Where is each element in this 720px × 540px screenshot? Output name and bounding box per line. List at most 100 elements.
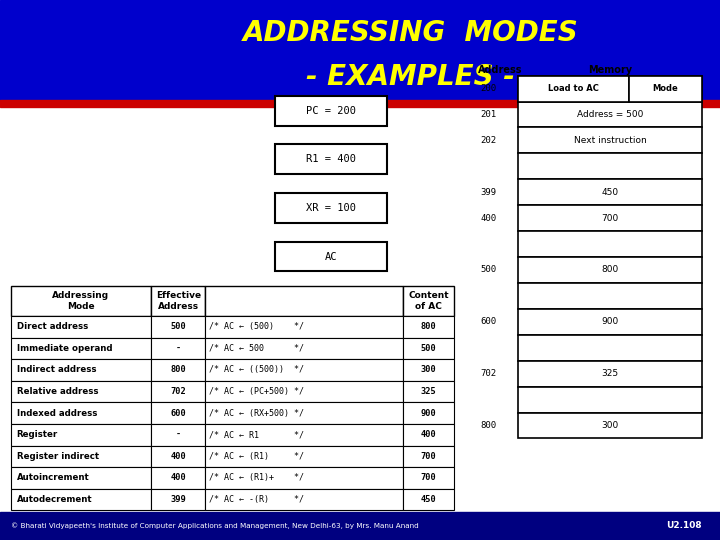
Bar: [11, 467, 151, 489]
Bar: [11, 359, 151, 381]
Text: 300: 300: [602, 421, 618, 430]
Text: 900: 900: [420, 409, 436, 417]
Text: 450: 450: [602, 188, 618, 197]
Bar: [151, 424, 205, 446]
Text: Register indirect: Register indirect: [17, 452, 99, 461]
Bar: [518, 335, 702, 361]
Bar: [205, 316, 403, 338]
Bar: [518, 179, 702, 205]
Bar: [403, 381, 454, 402]
Bar: [518, 127, 702, 153]
Text: Effective
Address: Effective Address: [156, 292, 201, 310]
Bar: [518, 76, 702, 102]
Bar: [403, 446, 454, 467]
Text: Indirect address: Indirect address: [17, 366, 96, 374]
Text: /* AC ← 500      */: /* AC ← 500 */: [209, 344, 319, 353]
Text: Immediate operand: Immediate operand: [17, 344, 112, 353]
Text: 500: 500: [420, 344, 436, 353]
Text: 200: 200: [481, 84, 497, 93]
Text: 700: 700: [420, 474, 436, 482]
Text: 700: 700: [420, 452, 436, 461]
Bar: [11, 446, 151, 467]
Bar: [11, 489, 151, 510]
Text: 702: 702: [481, 369, 497, 378]
Text: 800: 800: [171, 366, 186, 374]
Text: 400: 400: [171, 474, 186, 482]
Bar: [151, 359, 205, 381]
Text: Mode: Mode: [652, 84, 678, 93]
Text: Address = 500: Address = 500: [577, 110, 644, 119]
Bar: [403, 286, 454, 316]
Bar: [151, 402, 205, 424]
Text: Content
of AC: Content of AC: [408, 292, 449, 310]
Text: 800: 800: [420, 322, 436, 331]
Bar: [11, 286, 151, 316]
Bar: [403, 316, 454, 338]
Text: 800: 800: [481, 421, 497, 430]
Bar: [518, 283, 702, 309]
Text: 600: 600: [481, 318, 497, 326]
Text: 702: 702: [171, 387, 186, 396]
Bar: [518, 76, 629, 102]
Text: Address: Address: [478, 65, 523, 75]
Bar: [151, 381, 205, 402]
Bar: [403, 467, 454, 489]
Text: U2.108: U2.108: [667, 522, 702, 530]
Bar: [518, 413, 702, 438]
Bar: [518, 102, 702, 127]
Text: /* AC ← ((500))  */: /* AC ← ((500)) */: [209, 366, 319, 374]
Text: 800: 800: [602, 266, 618, 274]
Bar: [518, 205, 702, 231]
Text: 399: 399: [481, 188, 497, 197]
Text: 450: 450: [420, 495, 436, 504]
Bar: [629, 76, 702, 102]
Bar: [403, 338, 454, 359]
Bar: [403, 402, 454, 424]
Bar: [275, 96, 387, 125]
Bar: [0, 0, 720, 100]
Text: 700: 700: [602, 214, 618, 222]
Text: 201: 201: [481, 110, 497, 119]
Bar: [205, 402, 403, 424]
Bar: [151, 467, 205, 489]
Bar: [518, 361, 702, 387]
Text: 500: 500: [481, 266, 497, 274]
Bar: [0, 100, 720, 107]
Text: - EXAMPLES -: - EXAMPLES -: [306, 63, 515, 91]
Text: Relative address: Relative address: [17, 387, 98, 396]
Text: © Bharati Vidyapeeth's Institute of Computer Applications and Management, New De: © Bharati Vidyapeeth's Institute of Comp…: [11, 523, 418, 529]
Text: Indexed address: Indexed address: [17, 409, 97, 417]
Text: /* AC ← (R1)     */: /* AC ← (R1) */: [209, 452, 319, 461]
Text: Direct address: Direct address: [17, 322, 88, 331]
Bar: [151, 489, 205, 510]
Bar: [11, 316, 151, 338]
Bar: [205, 359, 403, 381]
Bar: [205, 446, 403, 467]
Bar: [11, 424, 151, 446]
Bar: [151, 286, 205, 316]
Bar: [518, 309, 702, 335]
Text: /* AC ← (RX+500) */: /* AC ← (RX+500) */: [209, 409, 319, 417]
Text: -: -: [176, 344, 181, 353]
Text: Autoincrement: Autoincrement: [17, 474, 89, 482]
Text: Load to AC: Load to AC: [548, 84, 599, 93]
Bar: [151, 316, 205, 338]
Bar: [205, 424, 403, 446]
Text: 400: 400: [171, 452, 186, 461]
Bar: [275, 242, 387, 271]
Bar: [275, 144, 387, 174]
Text: 500: 500: [171, 322, 186, 331]
Bar: [205, 286, 403, 316]
Text: 400: 400: [481, 214, 497, 222]
Text: AC: AC: [325, 252, 338, 261]
Bar: [205, 381, 403, 402]
Text: 399: 399: [171, 495, 186, 504]
Bar: [518, 231, 702, 257]
Bar: [275, 193, 387, 222]
Bar: [151, 446, 205, 467]
Text: Register: Register: [17, 430, 58, 439]
Text: 202: 202: [481, 136, 497, 145]
Text: XR = 100: XR = 100: [306, 203, 356, 213]
Text: -: -: [176, 430, 181, 439]
Bar: [11, 338, 151, 359]
